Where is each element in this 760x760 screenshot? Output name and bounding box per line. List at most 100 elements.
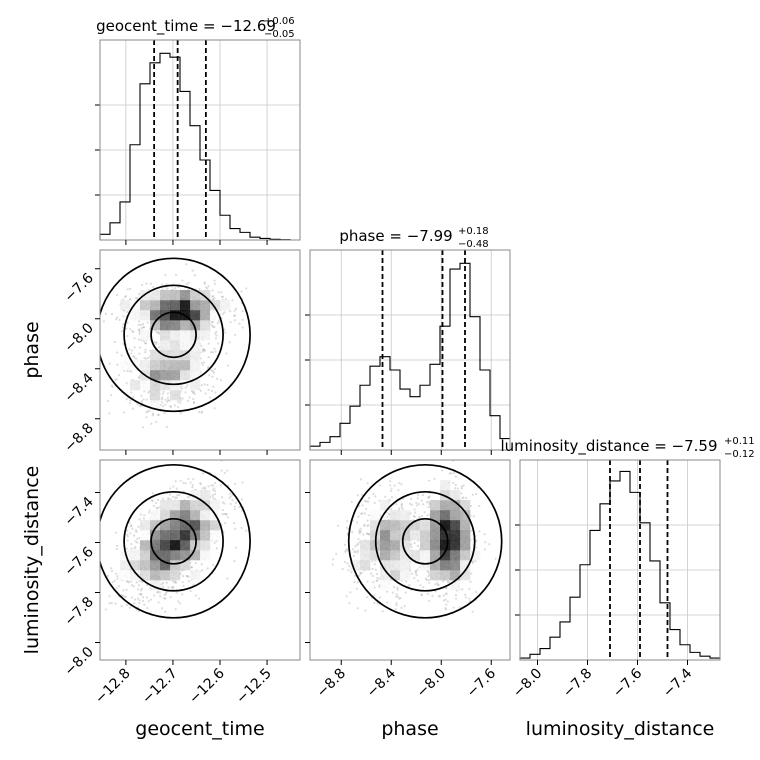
- sample-point: [129, 532, 132, 535]
- sample-point: [130, 547, 133, 550]
- hist-bar: [680, 645, 690, 660]
- sample-point: [367, 524, 370, 527]
- sample-point: [138, 592, 141, 596]
- density-cell: [150, 530, 161, 541]
- density-cell: [200, 320, 211, 331]
- x-tick-label: −7.4: [660, 665, 695, 700]
- hist-bar: [670, 630, 680, 660]
- sample-point: [460, 492, 463, 495]
- sample-point: [143, 356, 146, 360]
- sample-point: [138, 518, 141, 521]
- density-cell: [160, 340, 171, 351]
- hist-bar: [640, 523, 650, 660]
- density-cell: [160, 560, 171, 571]
- sample-point: [191, 269, 194, 272]
- sample-point: [356, 521, 359, 524]
- sample-point: [413, 541, 416, 545]
- sample-point: [108, 362, 111, 365]
- density-cell: [150, 390, 161, 401]
- sample-point: [152, 286, 155, 289]
- sample-point: [212, 325, 215, 328]
- sample-point: [416, 579, 420, 582]
- sample-point: [452, 606, 455, 609]
- hist-bar: [350, 406, 360, 450]
- sample-point: [139, 589, 143, 592]
- sample-point: [201, 472, 204, 475]
- sample-point: [187, 575, 190, 578]
- sample-point: [141, 322, 145, 326]
- sample-point: [428, 599, 431, 603]
- contour-1: [150, 311, 197, 359]
- sample-point: [164, 597, 167, 600]
- sample-point: [366, 596, 369, 599]
- panel-frame: [99, 39, 301, 241]
- sample-point: [228, 497, 231, 500]
- sample-point: [178, 401, 182, 404]
- hist-outline: [99, 52, 300, 241]
- density-cell: [200, 540, 211, 551]
- sample-point: [110, 601, 113, 605]
- sample-point: [182, 481, 185, 484]
- sample-point: [192, 478, 195, 481]
- sample-point: [469, 580, 472, 584]
- sample-point: [111, 581, 114, 584]
- sample-point: [200, 345, 203, 348]
- sample-point: [82, 578, 84, 580]
- sample-point: [399, 597, 402, 600]
- sample-point: [125, 398, 128, 401]
- sample-point: [185, 263, 188, 266]
- sample-point: [211, 496, 214, 499]
- sample-point: [229, 310, 232, 313]
- sample-point: [143, 603, 146, 606]
- sample-point: [211, 351, 214, 354]
- sample-point: [212, 563, 215, 567]
- sample-point: [414, 572, 417, 575]
- sample-point: [161, 585, 164, 588]
- sample-point: [474, 560, 477, 563]
- sample-point: [161, 401, 164, 404]
- sample-point: [161, 396, 164, 399]
- hist-bar: [700, 656, 710, 660]
- sample-point: [124, 595, 127, 598]
- sample-point: [145, 357, 148, 360]
- sample-point: [137, 610, 140, 613]
- panel-content: [82, 460, 251, 619]
- sample-point: [140, 400, 144, 403]
- density-cell: [190, 340, 201, 351]
- density-cell: [180, 320, 191, 331]
- sample-point: [157, 346, 161, 349]
- sample-point: [104, 608, 107, 611]
- sample-point: [428, 581, 431, 584]
- sample-point: [225, 352, 228, 355]
- sample-point: [387, 512, 390, 515]
- sample-point: [484, 541, 487, 544]
- sample-point: [439, 595, 442, 598]
- density-cell: [140, 570, 151, 581]
- sample-point: [367, 514, 370, 517]
- density-cell: [120, 570, 131, 581]
- sample-point: [212, 295, 215, 298]
- sample-point: [133, 337, 136, 340]
- sample-point: [332, 558, 335, 561]
- sample-point: [114, 602, 117, 605]
- sample-point: [213, 347, 216, 350]
- density-cell: [150, 320, 161, 331]
- sample-point: [213, 492, 217, 496]
- sample-point: [138, 346, 141, 349]
- sample-point: [166, 396, 170, 399]
- sample-point: [446, 580, 450, 583]
- density-cell: [150, 560, 161, 571]
- sample-point: [136, 541, 139, 544]
- sample-point: [151, 414, 154, 417]
- sample-point: [134, 598, 137, 601]
- sample-point: [419, 584, 422, 587]
- density-cell: [190, 350, 201, 361]
- y-tick-label: −7.6: [61, 544, 96, 579]
- sample-point: [445, 592, 448, 596]
- sample-point: [127, 581, 131, 584]
- sample-point: [215, 547, 219, 550]
- sample-point: [177, 405, 180, 409]
- sample-point: [192, 397, 195, 401]
- sample-point: [125, 547, 128, 550]
- sample-point: [150, 499, 153, 502]
